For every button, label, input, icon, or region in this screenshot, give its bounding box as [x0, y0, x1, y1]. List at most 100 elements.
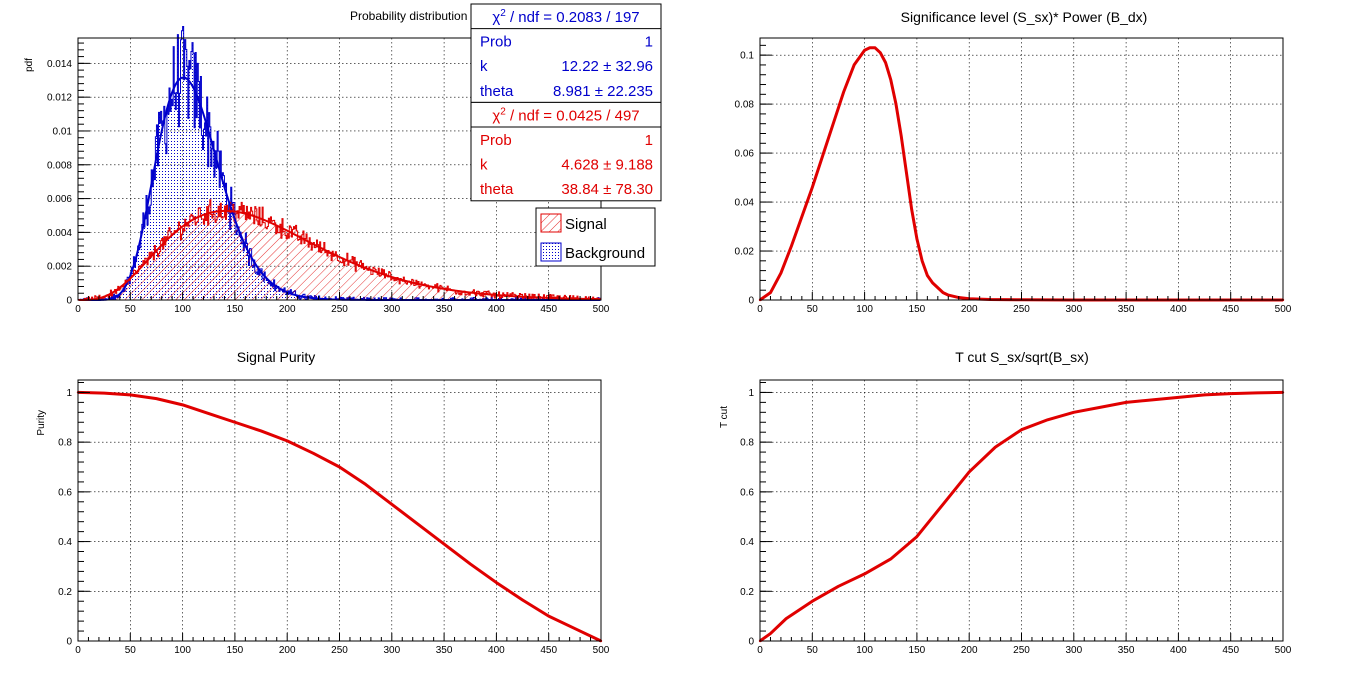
x-tick-label: 200 [279, 645, 296, 656]
data-point [779, 271, 783, 275]
y-tick-label: 0.08 [735, 100, 755, 111]
legend-label-background: Background [565, 245, 645, 262]
x-tick-label: 0 [75, 304, 81, 315]
x-tick-label: 500 [1275, 304, 1292, 315]
y-tick-label: 0.01 [53, 126, 73, 137]
x-tick-label: 50 [807, 304, 819, 315]
data-point [900, 134, 903, 138]
x-tick-label: 100 [174, 645, 191, 656]
chi-symbol: χ [492, 9, 500, 26]
stat-value: 8.981 ± 22.235 [553, 83, 653, 100]
data-point [207, 412, 210, 415]
data-point [889, 78, 892, 81]
data-point [947, 293, 950, 297]
x-tick-label: 150 [909, 304, 926, 315]
panel-significance: Significance level (S_sx)* Power (B_dx) … [735, 9, 1292, 315]
panel-t-cut: T cut S_sx/sqrt(B_sx) T cut 0 50 100 150 200… [719, 349, 1292, 656]
y-tick-label: 0 [66, 637, 72, 648]
data-point [905, 171, 908, 174]
data-line [759, 390, 1284, 643]
axis-ticks: 0 50 100 150 200 250 300 350 400 450 500 0 0.2 0.4 0.6… [740, 381, 1292, 656]
data-point [233, 421, 237, 424]
data-point [863, 49, 866, 52]
grid [760, 38, 1283, 300]
data-point [915, 535, 919, 538]
chart-title: Probability distribution [350, 9, 467, 23]
data-point [915, 237, 919, 240]
stat-label: k [480, 58, 488, 75]
axis-ticks: 0 50 100 150 200 250 300 350 400 450 500 0 0.2 0.4 0.6… [58, 381, 610, 656]
data-point [784, 617, 788, 620]
data-point [416, 522, 420, 526]
x-tick-label: 150 [227, 304, 244, 315]
x-tick-label: 300 [383, 304, 400, 315]
x-tick-label: 350 [1118, 304, 1135, 315]
chi-symbol: χ [492, 107, 500, 124]
x-tick-label: 500 [1275, 645, 1292, 656]
x-tick-label: 200 [279, 304, 296, 315]
data-point [286, 439, 289, 443]
stat-label: theta [480, 181, 514, 198]
data-point [941, 503, 945, 506]
y-tick-label: 0.008 [47, 160, 72, 171]
y-tick-label: 1 [66, 388, 72, 399]
data-point [1072, 411, 1076, 414]
data-point [1020, 428, 1023, 431]
y-tick-label: 0.1 [740, 51, 754, 62]
y-tick-label: 0 [748, 637, 754, 648]
data-point [495, 581, 498, 584]
chi-exponent: 2 [500, 106, 506, 117]
y-axis-label: T cut [719, 406, 730, 428]
stat-label: Prob [480, 34, 512, 51]
data-point [469, 562, 472, 566]
signal-bars [78, 199, 602, 301]
x-tick-label: 500 [593, 645, 610, 656]
data-point [873, 46, 877, 49]
stat-value: 38.84 ± 78.30 [561, 181, 653, 198]
x-tick-label: 100 [856, 304, 873, 315]
data-point [259, 429, 263, 433]
data-point [879, 51, 882, 54]
y-tick-label: 0.04 [735, 198, 755, 209]
x-tick-label: 250 [331, 304, 348, 315]
y-tick-label: 0.2 [58, 587, 72, 598]
y-tick-label: 0.02 [735, 247, 755, 258]
chi-exponent: 2 [500, 8, 506, 19]
legend-swatch-background [540, 242, 562, 262]
data-point [1124, 401, 1128, 404]
y-tick-label: 0.06 [735, 149, 755, 160]
data-point [390, 503, 393, 506]
legend-label-signal: Signal [565, 216, 607, 233]
x-tick-label: 450 [1222, 645, 1239, 656]
data-point [894, 102, 898, 106]
data-point [181, 403, 184, 407]
x-tick-label: 400 [1170, 645, 1187, 656]
x-tick-label: 250 [331, 645, 348, 656]
x-tick-label: 150 [227, 645, 244, 656]
data-point [364, 483, 367, 486]
data-point [821, 154, 824, 157]
y-tick-label: 0.6 [58, 487, 72, 498]
x-tick-label: 350 [436, 304, 453, 315]
legend: Signal Background [535, 207, 656, 267]
y-tick-label: 1 [748, 388, 754, 399]
x-tick-label: 200 [961, 645, 978, 656]
x-tick-label: 200 [961, 304, 978, 315]
data-point [889, 557, 892, 561]
y-tick-label: 0.006 [47, 194, 72, 205]
data-point [931, 281, 934, 285]
data-point [994, 445, 997, 449]
stat-value: 1 [645, 34, 653, 51]
y-axis-label: pdf [24, 58, 35, 72]
stat-box-frame [470, 3, 662, 103]
stat-chi2-ndf: χ2 / ndf = 0.2083 / 197 [492, 8, 639, 26]
data-point [129, 393, 132, 397]
data-point [920, 259, 924, 263]
x-tick-label: 450 [540, 645, 557, 656]
data-point [769, 291, 772, 294]
data-point [837, 585, 840, 588]
x-tick-label: 400 [488, 304, 505, 315]
y-tick-label: 0.002 [47, 262, 72, 273]
legend-swatch-signal [540, 213, 562, 233]
